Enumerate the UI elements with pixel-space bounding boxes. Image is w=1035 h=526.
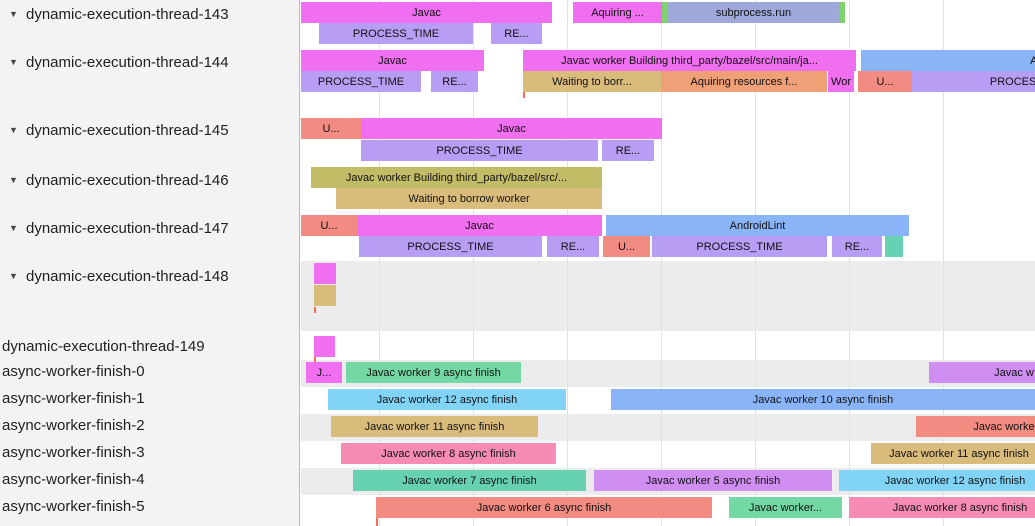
trace-slice-u[interactable]: U... [603, 236, 650, 257]
trace-slice-process-time[interactable]: PROCESS_TIME [912, 71, 1035, 92]
trace-slice-process-time[interactable]: PROCESS_TIME [359, 236, 542, 257]
trace-slice[interactable] [314, 285, 336, 306]
trace-slice-javac-worker-11-async-finish[interactable]: Javac worker 11 async finish [331, 416, 538, 437]
trace-slice-javac[interactable]: Javac [301, 2, 552, 23]
track-label-dynamic-execution-thread-146[interactable]: ▼ dynamic-execution-thread-146 [0, 170, 298, 190]
trace-slice-javac-worker-6-async-finish[interactable]: Javac worker 6 async finish [376, 497, 712, 518]
trace-slice-javac-w[interactable]: Javac w [929, 362, 1035, 383]
track-name-text: async-worker-finish-0 [2, 362, 145, 380]
trace-slice-j[interactable]: J... [306, 362, 342, 383]
trace-slice-re[interactable]: RE... [491, 23, 542, 44]
instant-event-tick[interactable] [523, 92, 525, 98]
time-gridline [661, 0, 662, 526]
track-name-sidebar: ▼ dynamic-execution-thread-143 ▼ dynamic-ex… [0, 0, 300, 526]
trace-slice-u[interactable]: U... [301, 215, 357, 236]
trace-slice-javac[interactable]: Javac [361, 118, 662, 139]
trace-slice-process-time[interactable]: PROCESS_TIME [361, 140, 598, 161]
track-name-text: async-worker-finish-4 [2, 470, 145, 488]
trace-slice-javac-worker-building-third-party-bazel-src-main-ja[interactable]: Javac worker Building third_party/bazel/… [523, 50, 856, 71]
trace-slice-javac-worker[interactable]: Javac worker... [729, 497, 842, 518]
track-label-async-worker-finish-3[interactable]: async-worker-finish-3 [0, 442, 300, 462]
trace-slice-process-time[interactable]: PROCESS_TIME [319, 23, 473, 44]
trace-slice-u[interactable]: U... [858, 71, 912, 92]
timeline[interactable]: Javac Aquiring ... subprocess.run PROCESS_T… [301, 0, 1035, 526]
track-name-text: async-worker-finish-1 [2, 389, 145, 407]
instant-event-tick[interactable] [314, 307, 316, 313]
track-name-text: async-worker-finish-3 [2, 443, 145, 461]
trace-slice-wor[interactable]: Wor [828, 71, 854, 92]
time-gridline [379, 0, 380, 526]
instant-event-tick[interactable] [314, 357, 316, 362]
expand-collapse-arrow-icon[interactable]: ▼ [9, 223, 18, 233]
expand-collapse-arrow-icon[interactable]: ▼ [9, 9, 18, 19]
track-label-async-worker-finish-5[interactable]: async-worker-finish-5 [0, 496, 300, 516]
trace-slice-process-time[interactable]: PROCESS_TIME [652, 236, 827, 257]
trace-slice-u[interactable]: U... [301, 118, 361, 139]
track-label-dynamic-execution-thread-149[interactable]: dynamic-execution-thread-149 [0, 336, 300, 356]
time-gridline [473, 0, 474, 526]
track-name-text: dynamic-execution-thread-143 [26, 5, 229, 23]
trace-slice-androidlint[interactable]: AndroidLint [606, 215, 909, 236]
trace-slice-javac-worker-7-async-finish[interactable]: Javac worker 7 async finish [353, 470, 586, 491]
trace-slice-javac-worker-11-async-finish[interactable]: Javac worker 11 async finish [871, 443, 1035, 464]
expand-collapse-arrow-icon[interactable]: ▼ [9, 271, 18, 281]
trace-slice[interactable] [885, 236, 903, 257]
trace-slice-waiting-to-borr[interactable]: Waiting to borr... [523, 71, 661, 92]
track-name-text: dynamic-execution-thread-145 [26, 121, 229, 139]
trace-slice-javac[interactable]: Javac [357, 215, 602, 236]
trace-slice-re[interactable]: RE... [431, 71, 478, 92]
trace-slice-javac-worke[interactable]: Javac worke [916, 416, 1035, 437]
time-gridline [755, 0, 756, 526]
track-label-dynamic-execution-thread-145[interactable]: ▼ dynamic-execution-thread-145 [0, 120, 298, 140]
trace-slice-javac-worker-5-async-finish[interactable]: Javac worker 5 async finish [594, 470, 832, 491]
expand-collapse-arrow-icon[interactable]: ▼ [9, 57, 18, 67]
trace-slice-javac[interactable]: Javac [301, 50, 484, 71]
time-gridline [849, 0, 850, 526]
trace-slice-javac-worker-8-async-finish[interactable]: Javac worker 8 async finish [341, 443, 556, 464]
track-name-text: dynamic-execution-thread-146 [26, 171, 229, 189]
expand-collapse-arrow-icon[interactable]: ▼ [9, 125, 18, 135]
trace-slice-javac-worker-9-async-finish[interactable]: Javac worker 9 async finish [346, 362, 521, 383]
trace-slice[interactable] [662, 2, 668, 23]
trace-slice-aquiring-resources-f[interactable]: Aquiring resources f... [661, 71, 827, 92]
track-name-text: dynamic-execution-thread-149 [2, 337, 205, 355]
track-row-shading [301, 261, 1035, 331]
track-name-text: dynamic-execution-thread-144 [26, 53, 229, 71]
track-name-text: dynamic-execution-thread-147 [26, 219, 229, 237]
time-gridline [567, 0, 568, 526]
trace-slice-re[interactable]: RE... [602, 140, 654, 161]
instant-event-tick[interactable] [376, 518, 378, 526]
trace-slice-process-time[interactable]: PROCESS_TIME [301, 71, 421, 92]
time-gridline [943, 0, 944, 526]
track-label-dynamic-execution-thread-143[interactable]: ▼ dynamic-execution-thread-143 [0, 4, 298, 24]
track-name-text: async-worker-finish-5 [2, 497, 145, 515]
trace-slice-javac-worker-12-async-finish[interactable]: Javac worker 12 async finish [839, 470, 1035, 491]
track-name-text: async-worker-finish-2 [2, 416, 145, 434]
trace-slice-re[interactable]: RE... [547, 236, 599, 257]
trace-slice[interactable] [314, 263, 336, 284]
track-label-dynamic-execution-thread-147[interactable]: ▼ dynamic-execution-thread-147 [0, 218, 298, 238]
track-name-text: dynamic-execution-thread-148 [26, 267, 229, 285]
trace-slice-javac-worker-12-async-finish[interactable]: Javac worker 12 async finish [328, 389, 566, 410]
track-label-async-worker-finish-2[interactable]: async-worker-finish-2 [0, 415, 300, 435]
track-label-dynamic-execution-thread-144[interactable]: ▼ dynamic-execution-thread-144 [0, 52, 298, 72]
trace-slice[interactable] [314, 336, 335, 357]
trace-slice-aquiring[interactable]: Aquiring ... [573, 2, 662, 23]
trace-slice-javac-worker-10-async-finish[interactable]: Javac worker 10 async finish [611, 389, 1035, 410]
trace-slice-subprocess-run[interactable]: subprocess.run [668, 2, 839, 23]
track-label-async-worker-finish-0[interactable]: async-worker-finish-0 [0, 361, 300, 381]
track-label-async-worker-finish-1[interactable]: async-worker-finish-1 [0, 388, 300, 408]
trace-slice-waiting-to-borrow-worker[interactable]: Waiting to borrow worker [336, 188, 602, 209]
trace-slice[interactable] [839, 2, 845, 23]
expand-collapse-arrow-icon[interactable]: ▼ [9, 175, 18, 185]
trace-slice-javac-worker-building-third-party-bazel-src[interactable]: Javac worker Building third_party/bazel/… [311, 167, 602, 188]
track-label-async-worker-finish-4[interactable]: async-worker-finish-4 [0, 469, 300, 489]
trace-slice-javac-worker-8-async-finish[interactable]: Javac worker 8 async finish [849, 497, 1035, 518]
track-label-dynamic-execution-thread-148[interactable]: ▼ dynamic-execution-thread-148 [0, 266, 298, 286]
trace-slice-androidlint[interactable]: AndroidLint [861, 50, 1035, 71]
trace-slice-re[interactable]: RE... [832, 236, 882, 257]
